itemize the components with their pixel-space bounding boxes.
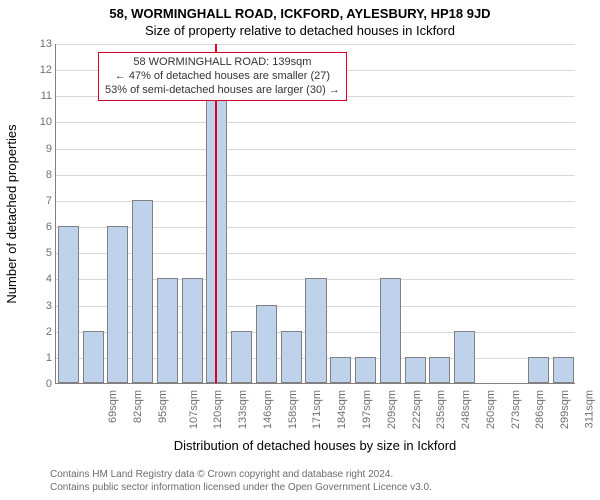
histogram-bar (83, 331, 104, 383)
y-tick: 10 (40, 116, 52, 128)
y-tick: 8 (46, 169, 52, 181)
histogram-bar (405, 357, 426, 383)
x-tick: 299sqm (559, 388, 571, 429)
x-tick: 69sqm (107, 388, 119, 423)
annotation-box: 58 WORMINGHALL ROAD: 139sqm ← 47% of det… (98, 52, 347, 101)
y-tick: 4 (46, 273, 52, 285)
histogram-bar (58, 226, 79, 383)
x-tick: 95sqm (157, 388, 169, 423)
footer-attribution: Contains HM Land Registry data © Crown c… (50, 469, 580, 494)
x-tick: 197sqm (361, 388, 373, 429)
x-tick: 146sqm (262, 388, 274, 429)
x-tick: 184sqm (336, 388, 348, 429)
x-tick: 82sqm (132, 388, 144, 423)
y-tick: 0 (46, 378, 52, 390)
y-tick: 11 (41, 90, 52, 102)
histogram-bar (380, 278, 401, 383)
x-tick: 273sqm (510, 388, 522, 429)
x-tick: 260sqm (485, 388, 497, 429)
x-axis-label: Distribution of detached houses by size … (55, 438, 575, 453)
annotation-line-3: 53% of semi-detached houses are larger (… (105, 84, 340, 98)
y-tick: 3 (46, 300, 52, 312)
y-tick: 13 (40, 38, 52, 50)
histogram-bar (429, 357, 450, 383)
footer-line-2: Contains public sector information licen… (50, 482, 580, 495)
histogram-bar (206, 69, 227, 383)
x-tick: 107sqm (188, 388, 200, 429)
y-tick: 9 (46, 143, 52, 155)
x-tick: 171sqm (312, 388, 324, 429)
histogram-bar (132, 200, 153, 383)
x-tick: 222sqm (411, 388, 423, 429)
histogram-bar (330, 357, 351, 383)
x-tick: 311sqm (583, 388, 595, 428)
x-tick: 133sqm (237, 388, 249, 429)
histogram-bar (305, 278, 326, 383)
histogram-bar (454, 331, 475, 383)
y-tick: 7 (46, 195, 52, 207)
histogram-bar (157, 278, 178, 383)
histogram-bar (355, 357, 376, 383)
y-tick: 12 (40, 64, 52, 76)
page-title: 58, WORMINGHALL ROAD, ICKFORD, AYLESBURY… (0, 0, 600, 21)
x-tick: 235sqm (435, 388, 447, 429)
y-axis-ticks: 012345678910111213 (36, 44, 54, 384)
x-tick: 158sqm (287, 388, 299, 429)
x-tick: 248sqm (460, 388, 472, 429)
histogram-bar (256, 305, 277, 383)
histogram-bar (231, 331, 252, 383)
y-tick: 6 (46, 221, 52, 233)
histogram-bar (107, 226, 128, 383)
chart-subtitle: Size of property relative to detached ho… (0, 23, 600, 38)
annotation-line-2: ← 47% of detached houses are smaller (27… (105, 70, 340, 84)
histogram-bar (553, 357, 574, 383)
y-tick: 2 (46, 326, 52, 338)
histogram-bar (182, 278, 203, 383)
y-tick: 5 (46, 247, 52, 259)
histogram-bar (281, 331, 302, 383)
y-axis-label: Number of detached properties (4, 44, 22, 384)
chart-plot-area: 58 WORMINGHALL ROAD: 139sqm ← 47% of det… (55, 44, 575, 384)
x-tick: 286sqm (534, 388, 546, 429)
histogram-bar (528, 357, 549, 383)
x-tick: 209sqm (386, 388, 398, 429)
annotation-line-1: 58 WORMINGHALL ROAD: 139sqm (105, 56, 340, 70)
x-tick: 120sqm (213, 388, 225, 429)
y-tick: 1 (46, 352, 52, 364)
footer-line-1: Contains HM Land Registry data © Crown c… (50, 469, 580, 482)
